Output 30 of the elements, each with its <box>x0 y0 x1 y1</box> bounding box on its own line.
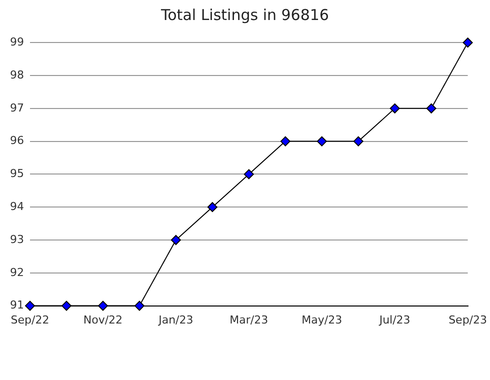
y-tick-label: 92 <box>10 266 24 279</box>
y-tick-label: 91 <box>10 298 24 312</box>
x-tick-label: Jul/23 <box>378 313 410 326</box>
point <box>280 136 290 146</box>
point <box>426 103 436 114</box>
x-tick-label: Sep/23 <box>448 313 487 326</box>
x-tick-label: Sep/22 <box>10 313 50 326</box>
point <box>61 300 72 311</box>
y-tick-label: 97 <box>10 101 24 114</box>
point <box>462 38 473 48</box>
point <box>353 136 364 146</box>
x-tick-label: Jan/23 <box>158 313 194 326</box>
point <box>390 103 400 114</box>
y-tick-label: 95 <box>10 167 24 180</box>
point <box>134 300 144 311</box>
point <box>244 169 254 180</box>
x-tick-label: May/23 <box>302 313 342 326</box>
chart-title: Total Listings in 96816 <box>160 6 330 24</box>
y-tick-label: 96 <box>10 134 24 148</box>
y-tick-label: 98 <box>10 68 24 82</box>
point <box>98 300 108 311</box>
y-tick-label: 99 <box>10 35 24 48</box>
x-tick-label: Mar/23 <box>230 313 268 326</box>
point <box>170 235 181 245</box>
x-tick-label: Nov/22 <box>83 313 123 326</box>
point <box>24 300 35 311</box>
point <box>207 202 218 212</box>
y-tick-label: 94 <box>10 200 24 213</box>
point <box>316 136 327 146</box>
y-tick-label: 93 <box>10 232 24 246</box>
